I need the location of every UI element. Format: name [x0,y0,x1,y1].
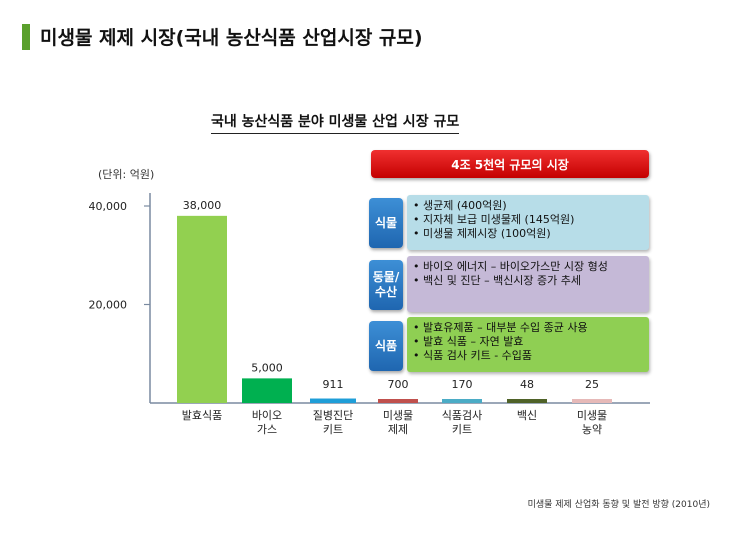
x-tick-label: 백신 [517,409,537,422]
bar [507,399,547,403]
x-tick-label: 질병진단 키트 [313,409,353,436]
group-box-food: • 발효유제품 – 대부분 수입 종균 사용 • 발효 식품 – 자연 발효 •… [407,317,649,372]
x-tick-label: 미생물 농약 [577,409,607,436]
bar [242,378,292,403]
group-item: • 식품 검사 키트 - 수입품 [413,349,533,362]
group-item: • 지자체 보급 미생물제 (145억원) [413,213,575,226]
group-tag-label: 식물 [374,215,398,230]
page-title: 미생물 제제 시장(국내 농산식품 산업시장 규모) [40,27,423,49]
data-label: 5,000 [251,361,283,374]
bar [310,398,356,403]
bar [378,399,418,403]
data-label: 700 [388,378,409,391]
y-tick-label: 20,000 [89,299,128,312]
group-tag-plant: 식물 [369,198,403,248]
bar [572,399,612,403]
group-tag-label: 식품 [374,338,398,353]
title-accent-bar [22,24,30,50]
data-label: 911 [323,378,344,391]
group-item: • 생균제 (400억원) [413,199,507,212]
group-tag-food: 식품 [369,321,403,371]
bar [177,215,227,403]
data-label: 48 [520,378,534,391]
x-tick-label: 미생물 제제 [383,409,413,436]
chart-title: 국내 농산식품 분야 미생물 산업 시장 규모 [211,111,460,134]
group-item: • 미생물 제제시장 (100억원) [413,227,551,240]
unit-label: (단위: 억원) [98,168,155,181]
source-note: 미생물 제제 산업화 동향 및 발전 방향 (2010년) [527,500,710,510]
group-box-animal: • 바이오 에너지 – 바이오가스만 시장 형성 • 백신 및 진단 – 백신시… [407,256,649,312]
group-box-plant: • 생균제 (400억원) • 지자체 보급 미생물제 (145억원) • 미생… [407,195,649,250]
bar [442,399,482,403]
group-item: • 바이오 에너지 – 바이오가스만 시장 형성 [413,260,608,273]
group-item: • 백신 및 진단 – 백신시장 증가 추세 [413,274,582,287]
data-label: 25 [585,378,599,391]
group-item: • 발효유제품 – 대부분 수입 종균 사용 [413,321,588,334]
data-label: 170 [452,378,473,391]
market-size-highlight: 4조 5천억 규모의 시장 [371,150,649,178]
group-tag-label: 동물/ 수산 [372,270,400,299]
x-tick-label: 식품검사 키트 [442,409,482,436]
data-label: 38,000 [183,199,222,212]
x-tick-label: 바이오 가스 [252,409,282,436]
x-tick-label: 발효식품 [182,409,222,422]
group-item: • 발효 식품 – 자연 발효 [413,335,524,348]
y-tick-label: 40,000 [89,200,128,213]
group-tag-animal: 동물/ 수산 [369,260,403,310]
